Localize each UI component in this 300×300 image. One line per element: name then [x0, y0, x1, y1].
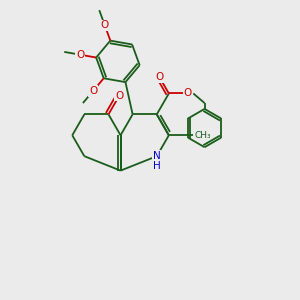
Text: O: O — [76, 50, 84, 60]
Text: O: O — [115, 91, 124, 100]
Text: H: H — [153, 161, 160, 172]
Text: CH₃: CH₃ — [194, 131, 211, 140]
Text: N: N — [153, 151, 160, 161]
Text: O: O — [89, 86, 98, 96]
Text: O: O — [155, 72, 164, 82]
Text: O: O — [184, 88, 192, 98]
Text: O: O — [101, 20, 109, 30]
